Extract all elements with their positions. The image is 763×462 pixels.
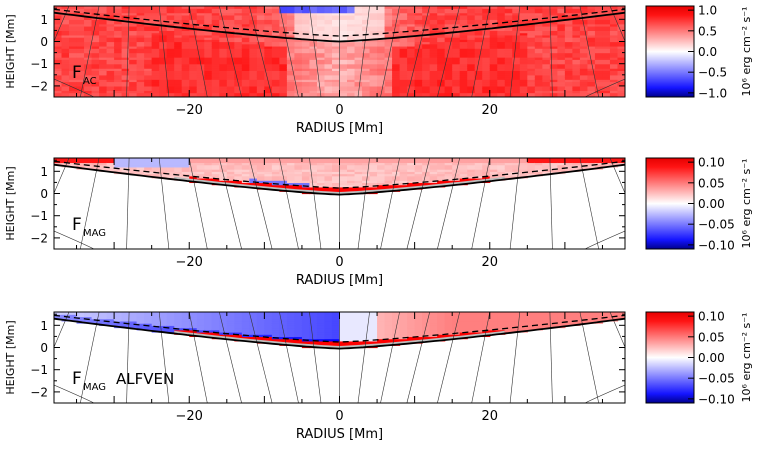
y-tick-label: 1 (40, 165, 48, 179)
x-tick-label: 0 (335, 255, 343, 270)
colorbar-tick-label: 0.05 (698, 176, 725, 190)
colorbar-tick-label: 0.0 (698, 45, 717, 59)
panel-label: F (72, 215, 82, 235)
y-tick-label: −2 (30, 385, 48, 399)
x-tick-label: 0 (335, 409, 343, 424)
panel-label-subscript: MAG (83, 382, 106, 393)
y-tick-label: 0 (40, 35, 48, 49)
colorbar-tick-label: 1.0 (698, 4, 717, 18)
panel-label-extra: ALFVEN (116, 370, 174, 388)
colorbar-tick-label: 0.10 (698, 156, 725, 170)
panel-label-subscript: MAG (83, 228, 106, 239)
colorbar (646, 158, 694, 249)
x-axis-label: RADIUS [Mm] (296, 273, 383, 288)
colorbar (646, 312, 694, 403)
colorbar-tick-label: −1.0 (698, 86, 727, 100)
x-tick-label: 0 (335, 103, 343, 118)
y-tick-label: 1 (40, 13, 48, 27)
panel-label: F (72, 63, 82, 83)
x-tick-label: 20 (481, 255, 498, 270)
colorbar (646, 6, 694, 97)
colorbar-tick-label: −0.5 (698, 66, 727, 80)
colorbar-tick-label: 0.10 (698, 310, 725, 324)
x-axis-label: RADIUS [Mm] (296, 427, 383, 442)
x-tick-label: −20 (176, 409, 203, 424)
panel-label: F (72, 369, 82, 389)
colorbar-tick-label: 0.5 (698, 24, 717, 38)
y-axis-label: HEIGHT [Mm] (4, 166, 17, 240)
x-tick-label: −20 (176, 103, 203, 118)
x-tick-label: 20 (481, 409, 498, 424)
y-tick-label: 0 (40, 187, 48, 201)
colorbar-tick-label: −0.10 (698, 238, 735, 252)
panel-label-subscript: AC (83, 76, 97, 87)
x-axis-label: RADIUS [Mm] (296, 121, 383, 136)
y-axis-label: HEIGHT [Mm] (4, 320, 17, 394)
y-tick-label: −1 (30, 363, 48, 377)
y-tick-label: −1 (30, 57, 48, 71)
y-tick-label: 0 (40, 341, 48, 355)
y-tick-label: −1 (30, 209, 48, 223)
y-tick-label: 1 (40, 319, 48, 333)
x-tick-label: −20 (176, 255, 203, 270)
y-tick-label: −2 (30, 79, 48, 93)
colorbar-label: 10⁶ erg cm⁻² s⁻¹ (740, 7, 753, 97)
colorbar-tick-label: 0.00 (698, 197, 725, 211)
y-tick-label: −2 (30, 231, 48, 245)
x-tick-label: 20 (481, 103, 498, 118)
y-axis-label: HEIGHT [Mm] (4, 14, 17, 88)
colorbar-tick-label: −0.05 (698, 218, 735, 232)
colorbar-label: 10⁶ erg cm⁻² s⁻¹ (740, 159, 753, 249)
